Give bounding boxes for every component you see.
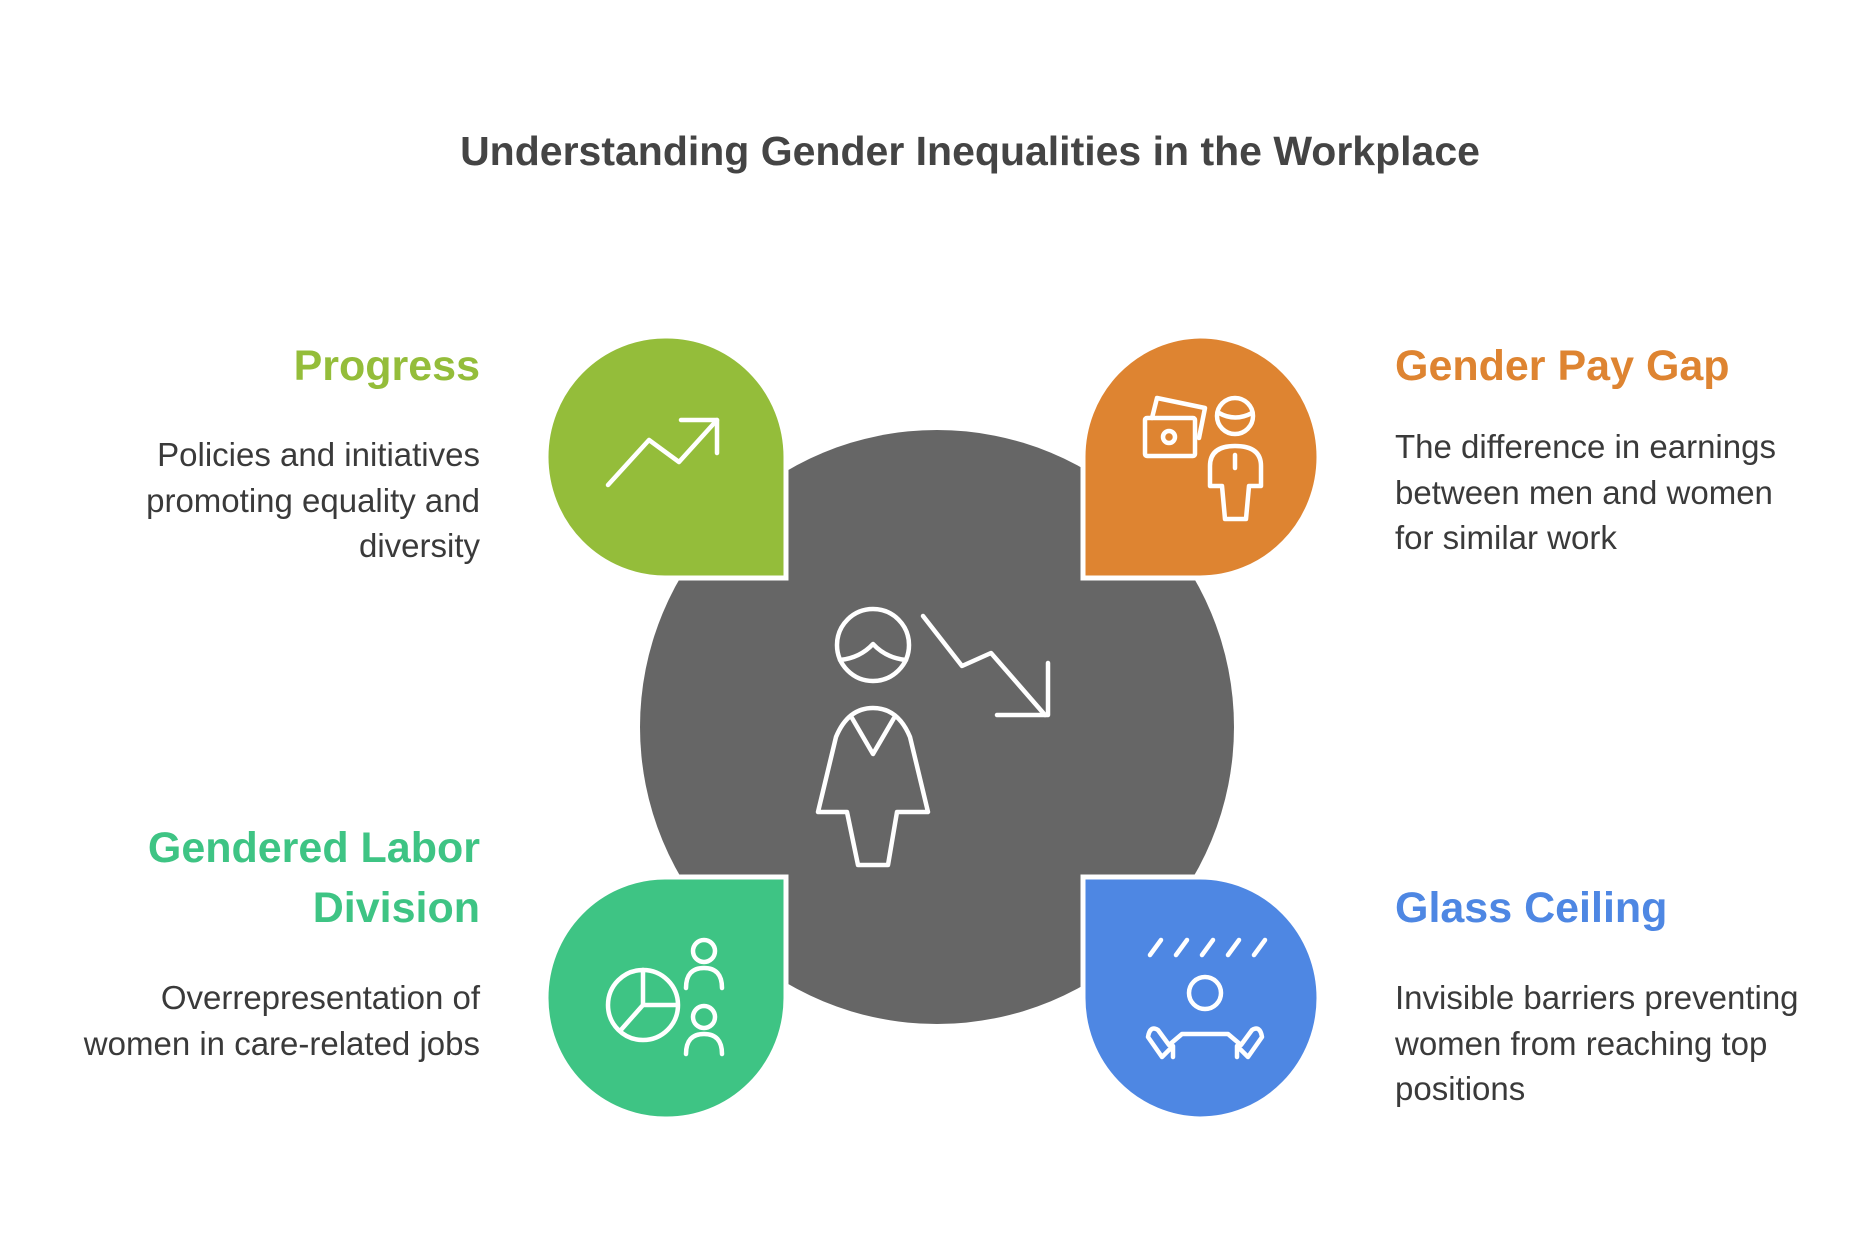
progress-description: Policies and initiatives promoting equal… bbox=[146, 436, 480, 564]
money-and-person-icon bbox=[1142, 395, 1264, 522]
glass-ceiling-description: Invisible barriers preventing women from… bbox=[1395, 979, 1799, 1107]
pay-gap-description: The difference in earnings between men a… bbox=[1395, 428, 1776, 556]
pie-chart-people-icon bbox=[605, 937, 725, 1057]
pay-gap-heading: Gender Pay Gap bbox=[1395, 342, 1730, 390]
trend-up-arrow-icon bbox=[605, 417, 720, 488]
labor-division-petal bbox=[543, 874, 789, 1122]
progress-heading: Progress bbox=[293, 342, 480, 390]
labor-division-heading: Gendered Labor Division bbox=[147, 824, 480, 932]
diagram-title: Understanding Gender Inequalities in the… bbox=[460, 128, 1480, 174]
person-under-ceiling-icon bbox=[1145, 937, 1268, 1060]
glass-ceiling-heading: Glass Ceiling bbox=[1395, 884, 1668, 932]
glass-ceiling-petal bbox=[1080, 874, 1322, 1122]
woman-with-declining-trend-icon bbox=[815, 606, 1051, 868]
pay-gap-petal bbox=[1080, 333, 1322, 581]
progress-petal bbox=[543, 333, 789, 581]
labor-division-description: Overrepresentation of women in care-rela… bbox=[83, 979, 480, 1062]
